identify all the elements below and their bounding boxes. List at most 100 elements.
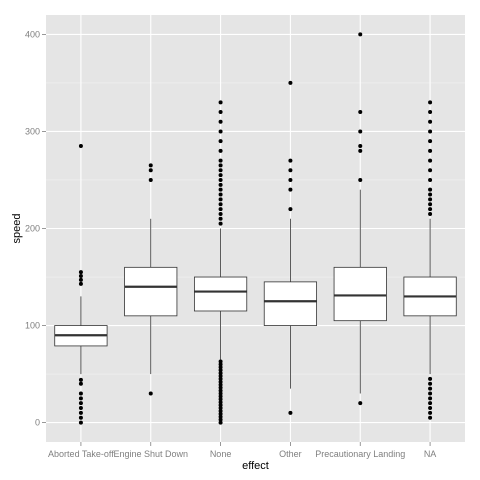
outlier-point: [288, 177, 293, 182]
outlier-point: [288, 207, 293, 212]
outlier-point: [428, 410, 433, 415]
outlier-point: [358, 177, 363, 182]
outlier-point: [288, 158, 293, 163]
x-axis-title: effect: [242, 460, 269, 472]
outlier-point: [218, 406, 223, 411]
x-tick-label: Aborted Take-off: [48, 449, 114, 459]
outlier-point: [288, 187, 293, 192]
outlier-point: [78, 377, 83, 382]
outlier-point: [428, 401, 433, 406]
outlier-point: [78, 410, 83, 415]
outlier-point: [428, 148, 433, 153]
y-tick-label: 100: [25, 321, 40, 331]
outlier-point: [288, 410, 293, 415]
outlier-point: [428, 207, 433, 212]
outlier-point: [218, 202, 223, 207]
outlier-point: [428, 391, 433, 396]
outlier-point: [78, 281, 83, 286]
outlier-point: [218, 139, 223, 144]
outlier-point: [218, 400, 223, 405]
outlier-point: [288, 168, 293, 173]
outlier-point: [218, 362, 223, 367]
outlier-point: [218, 216, 223, 221]
outlier-point: [428, 158, 433, 163]
outlier-point: [78, 415, 83, 420]
box-0: [54, 144, 108, 425]
box-3: [263, 80, 318, 415]
outlier-point: [428, 211, 433, 216]
outlier-point: [78, 381, 83, 386]
outlier-point: [78, 420, 83, 425]
outlier-point: [428, 192, 433, 197]
outlier-point: [428, 139, 433, 144]
outlier-point: [218, 391, 223, 396]
outlier-point: [78, 144, 83, 149]
outlier-point: [218, 163, 223, 168]
box-body: [193, 276, 248, 312]
x-axis-ticks: Aborted Take-off Engine Shut Down None Othe…: [48, 442, 436, 459]
box-1: [124, 163, 178, 396]
outlier-point: [218, 173, 223, 178]
x-tick-label: Engine Shut Down: [113, 449, 188, 459]
outlier-point: [428, 415, 433, 420]
x-tick-label: Other: [279, 449, 302, 459]
y-tick-label: 300: [25, 126, 40, 136]
y-tick-label: 0: [35, 418, 40, 428]
x-tick-label: NA: [424, 449, 437, 459]
outlier-point: [218, 129, 223, 134]
outlier-point: [78, 391, 83, 396]
outlier-point: [428, 168, 433, 173]
outlier-point: [218, 110, 223, 115]
outlier-point: [218, 417, 223, 422]
box-body: [124, 266, 178, 317]
outlier-point: [218, 207, 223, 212]
outlier-point: [78, 277, 83, 282]
x-tick-label: Precautionary Landing: [315, 449, 405, 459]
outlier-point: [218, 368, 223, 373]
outlier-point: [358, 32, 363, 37]
outlier-point: [218, 382, 223, 387]
outlier-point: [428, 110, 433, 115]
outlier-point: [218, 158, 223, 163]
box-body: [333, 266, 387, 322]
outlier-point: [218, 182, 223, 187]
box-2: [193, 100, 248, 425]
y-axis-title: speed: [11, 214, 23, 244]
box-series: [54, 32, 457, 425]
outlier-point: [218, 394, 223, 399]
outlier-point: [218, 177, 223, 182]
outlier-point: [218, 376, 223, 381]
outlier-point: [148, 391, 153, 396]
outlier-point: [218, 379, 223, 384]
outlier-point: [218, 374, 223, 379]
outlier-point: [218, 397, 223, 402]
outlier-point: [218, 119, 223, 124]
outlier-point: [218, 420, 223, 425]
outlier-point: [78, 401, 83, 406]
outlier-point: [428, 376, 433, 381]
outlier-point: [358, 401, 363, 406]
outlier-point: [428, 187, 433, 192]
outlier-point: [428, 406, 433, 411]
outlier-point: [428, 119, 433, 124]
outlier-point: [358, 148, 363, 153]
outlier-point: [218, 371, 223, 376]
outlier-point: [218, 221, 223, 226]
outlier-point: [428, 396, 433, 401]
outlier-point: [428, 386, 433, 391]
outlier-point: [218, 211, 223, 216]
outlier-point: [78, 274, 83, 279]
y-tick-label: 400: [25, 29, 40, 39]
outlier-point: [428, 197, 433, 202]
outlier-point: [218, 385, 223, 390]
outlier-point: [148, 177, 153, 182]
box-4: [333, 32, 387, 406]
outlier-point: [218, 187, 223, 192]
outlier-point: [428, 202, 433, 207]
outlier-point: [428, 129, 433, 134]
outlier-point: [78, 396, 83, 401]
outlier-point: [218, 100, 223, 105]
outlier-point: [218, 148, 223, 153]
outlier-point: [358, 144, 363, 149]
